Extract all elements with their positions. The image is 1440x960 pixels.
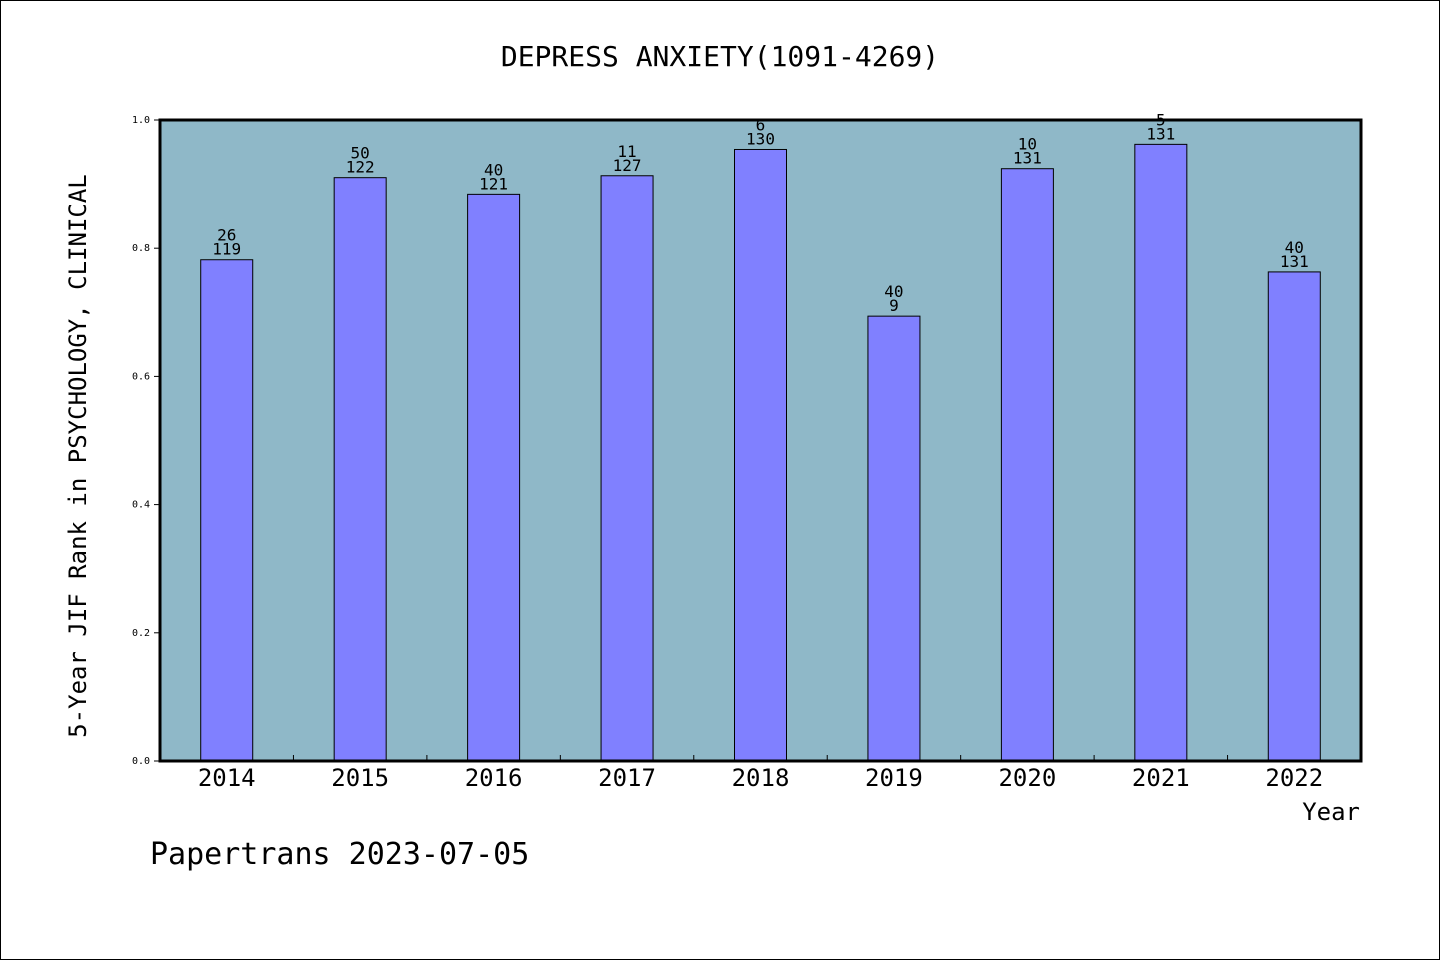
bar-label-top: 26 — [217, 226, 236, 245]
y-tick-label: 0.8 — [132, 243, 150, 254]
footer-watermark: Papertrans 2023-07-05 — [150, 837, 529, 872]
x-tick-label: 2019 — [865, 764, 923, 792]
y-axis-label: 5-Year JIF Rank in PSYCHOLOGY, CLINICAL — [64, 174, 92, 738]
bar-2019 — [867, 315, 921, 762]
x-tick-label: 2017 — [598, 764, 656, 792]
x-tick-label: 2016 — [465, 764, 523, 792]
bar-2017 — [600, 175, 654, 762]
bar-2022 — [1267, 271, 1321, 762]
x-tick-label: 2022 — [1265, 764, 1323, 792]
bar-label-bottom: 9 — [889, 296, 899, 315]
bar-2021 — [1134, 143, 1188, 762]
y-tick-label: 0.2 — [132, 628, 150, 639]
y-axis-ticks: 0.0 0.2 0.4 0.6 0.8 1.0 — [132, 115, 160, 767]
bar-label-top: 40 — [484, 160, 503, 179]
bar-label-bottom: 130 — [746, 129, 775, 148]
bar-label-top: 40 — [884, 282, 903, 301]
bar-label-bottom: 131 — [1146, 124, 1175, 143]
bar-label-bottom: 127 — [613, 156, 642, 175]
bar-2020 — [1000, 168, 1054, 762]
x-tick-label: 2015 — [331, 764, 389, 792]
bar-label-bottom: 131 — [1280, 252, 1309, 271]
bar-label-top: 10 — [1018, 135, 1037, 154]
bar-2014 — [200, 259, 254, 762]
plot-border — [158, 118, 1363, 763]
bar-label-bottom: 122 — [346, 158, 375, 177]
bar-2015 — [333, 177, 387, 762]
x-axis-label: Year — [1302, 798, 1360, 826]
chart-title: DEPRESS ANXIETY(1091-4269) — [501, 40, 939, 73]
x-tick-label: 2018 — [732, 764, 790, 792]
bars-group — [200, 143, 1321, 762]
bar-label-bottom: 131 — [1013, 149, 1042, 168]
y-tick-label: 0.0 — [132, 756, 150, 767]
x-axis-ticks: 2014 2015 2016 2017 2018 2019 2020 2021 2022 — [198, 755, 1323, 792]
y-tick-label: 0.4 — [132, 500, 150, 511]
bar-label-bottom: 121 — [479, 174, 508, 193]
bar-2018 — [734, 148, 787, 762]
bar-label-bottom: 119 — [212, 240, 241, 259]
x-tick-label: 2020 — [998, 764, 1056, 792]
y-tick-label: 0.6 — [132, 371, 150, 382]
bar-label-top: 11 — [617, 142, 636, 161]
x-tick-label: 2021 — [1132, 764, 1190, 792]
bar-2016 — [467, 193, 521, 762]
x-tick-label: 2014 — [198, 764, 256, 792]
bar-label-top: 50 — [351, 144, 370, 163]
bar-label-top: 6 — [756, 115, 766, 134]
y-tick-label: 1.0 — [132, 115, 150, 126]
bar-label-top: 40 — [1285, 238, 1304, 257]
